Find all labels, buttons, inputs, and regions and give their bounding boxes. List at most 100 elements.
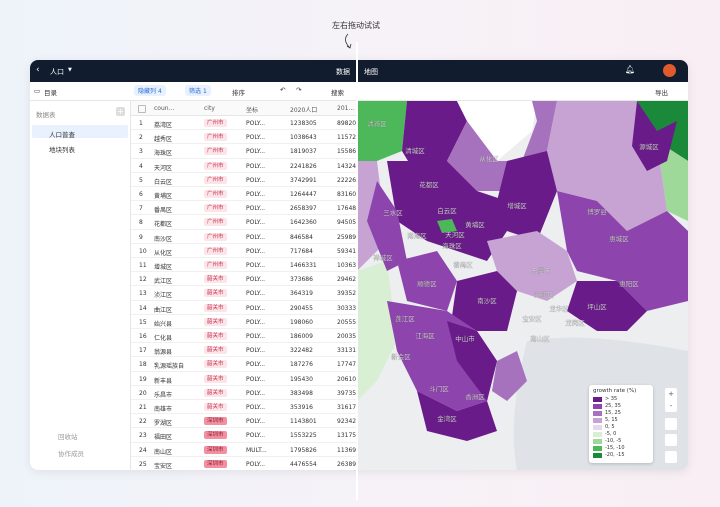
cell: 397358 [337, 389, 357, 397]
city-tag: 韶关市 [204, 332, 227, 340]
label-toggle[interactable] [665, 434, 677, 446]
legend-swatch [593, 418, 602, 423]
cell: 乳源瑶族自 [154, 363, 185, 371]
cell: POLY... [246, 404, 266, 411]
row-number: 4 [139, 162, 143, 170]
cell: 天河区 [154, 164, 173, 172]
cell: 846584 [290, 233, 313, 241]
city-tag: 韶关市 [204, 388, 227, 397]
undo[interactable]: ↶ [280, 86, 286, 94]
sort[interactable]: 排序 [232, 87, 245, 97]
legend-title: growth rate (%) [593, 388, 637, 394]
avatar[interactable] [663, 64, 676, 77]
region-label: 东莞市 [531, 266, 551, 275]
region-label: 惠城区 [609, 234, 629, 243]
row-line [131, 356, 357, 358]
row-number: 5 [139, 176, 143, 184]
cell: POLY... [246, 361, 266, 369]
cell: POLY... [246, 262, 266, 269]
cell: 115727 [337, 134, 357, 142]
search[interactable]: 搜索 [331, 87, 344, 97]
cell: 南山区 [154, 448, 173, 456]
checkbox [138, 105, 146, 113]
cell: 1642360 [290, 219, 317, 227]
zoom[interactable]: + - [665, 388, 677, 412]
add-table[interactable]: + [116, 107, 125, 116]
cell: POLY... [246, 176, 266, 184]
row-number: 2 [139, 134, 143, 142]
cell: POLY... [246, 162, 266, 170]
bell[interactable]: 🔔︎ [625, 65, 636, 74]
left-header: ‹ 人口 ▼ 数据 [30, 60, 357, 82]
cell: 乐昌市 [154, 391, 173, 399]
cell: POLY... [246, 333, 266, 340]
city-tag: 韶关市 [204, 374, 227, 383]
region [497, 151, 557, 241]
region [357, 261, 397, 401]
left-pane: ▭ 目录 隐藏列 4 筛选 1 排序 ↶ ↷ 搜索 数据表 + 人口普查 地块列… [30, 82, 357, 470]
legend: growth rate (%) > 35 25, 35 15, 25 5, 15 0, … [589, 385, 653, 463]
filter[interactable]: 筛选 1 [185, 85, 211, 96]
city-tag: 广州市 [204, 147, 227, 156]
region-label: 从化区 [479, 154, 499, 163]
footer-item[interactable]: 回收站 [58, 433, 78, 441]
cell: 103637 [337, 262, 357, 269]
cell: 2658397 [290, 205, 317, 213]
hidden-cols[interactable]: 隐藏列 4 [134, 85, 166, 96]
data-tab[interactable]: 数据 [336, 68, 350, 76]
cell: 4476554 [290, 460, 317, 468]
cell: 322482 [290, 347, 313, 355]
column-header: 201... [337, 105, 355, 112]
layers[interactable] [665, 418, 677, 430]
region-label: 清城区 [405, 146, 425, 155]
cell: POLY... [246, 290, 266, 298]
map-toolbar: 导出 [357, 82, 688, 101]
row-line [131, 455, 357, 457]
export[interactable]: 导出 [655, 89, 668, 97]
legend-swatch [593, 411, 602, 416]
region [402, 101, 467, 176]
city-tag: 广州市 [204, 261, 227, 269]
cell: 155868 [337, 148, 357, 156]
city-tag: 韶关市 [204, 303, 227, 312]
filter-count: 1 [202, 88, 207, 95]
cell: 898204 [337, 120, 357, 127]
catalog[interactable]: 目录 [44, 89, 57, 97]
row-number: 7 [139, 205, 143, 213]
doc-title[interactable]: 人口 [50, 68, 64, 76]
footer-item[interactable]: 协作成员 [58, 450, 84, 458]
table-item[interactable]: 地块列表 [49, 146, 75, 154]
cell: 195430 [290, 375, 313, 383]
split-divider[interactable] [356, 42, 358, 500]
list[interactable] [665, 451, 677, 463]
cell: POLY... [246, 460, 266, 468]
region-label: 博罗县 [587, 207, 607, 216]
region-label: 清新区 [367, 119, 387, 128]
row-number: 20 [139, 389, 147, 397]
dropdown[interactable]: ▼ [68, 67, 72, 73]
cell: 黄埔区 [154, 193, 173, 200]
region-label: 南沙区 [477, 296, 497, 305]
region [632, 101, 677, 171]
legend-label: -15, -10 [605, 445, 625, 451]
row-line [131, 228, 357, 230]
cell: 1819037 [290, 148, 317, 156]
city-tag: 广州市 [204, 175, 227, 184]
cell: 294620 [337, 276, 357, 284]
region [452, 271, 517, 331]
row-line [131, 370, 357, 372]
row-line [131, 271, 357, 273]
redo[interactable]: ↷ [296, 86, 302, 94]
table-item[interactable]: 人口普查 [49, 131, 75, 139]
cell: 331315 [337, 347, 357, 355]
cell: 303335 [337, 304, 357, 312]
region-label: 花都区 [419, 180, 439, 189]
row-number: 16 [139, 333, 147, 340]
legend-label: -10, -5 [605, 438, 622, 444]
city-tag: 韶关市 [204, 317, 227, 326]
cell: POLY... [246, 120, 266, 127]
hidden-count: 4 [157, 88, 162, 95]
region-label: 新会区 [391, 352, 411, 361]
back[interactable]: ‹ [36, 65, 40, 75]
cell: 831600 [337, 191, 357, 198]
